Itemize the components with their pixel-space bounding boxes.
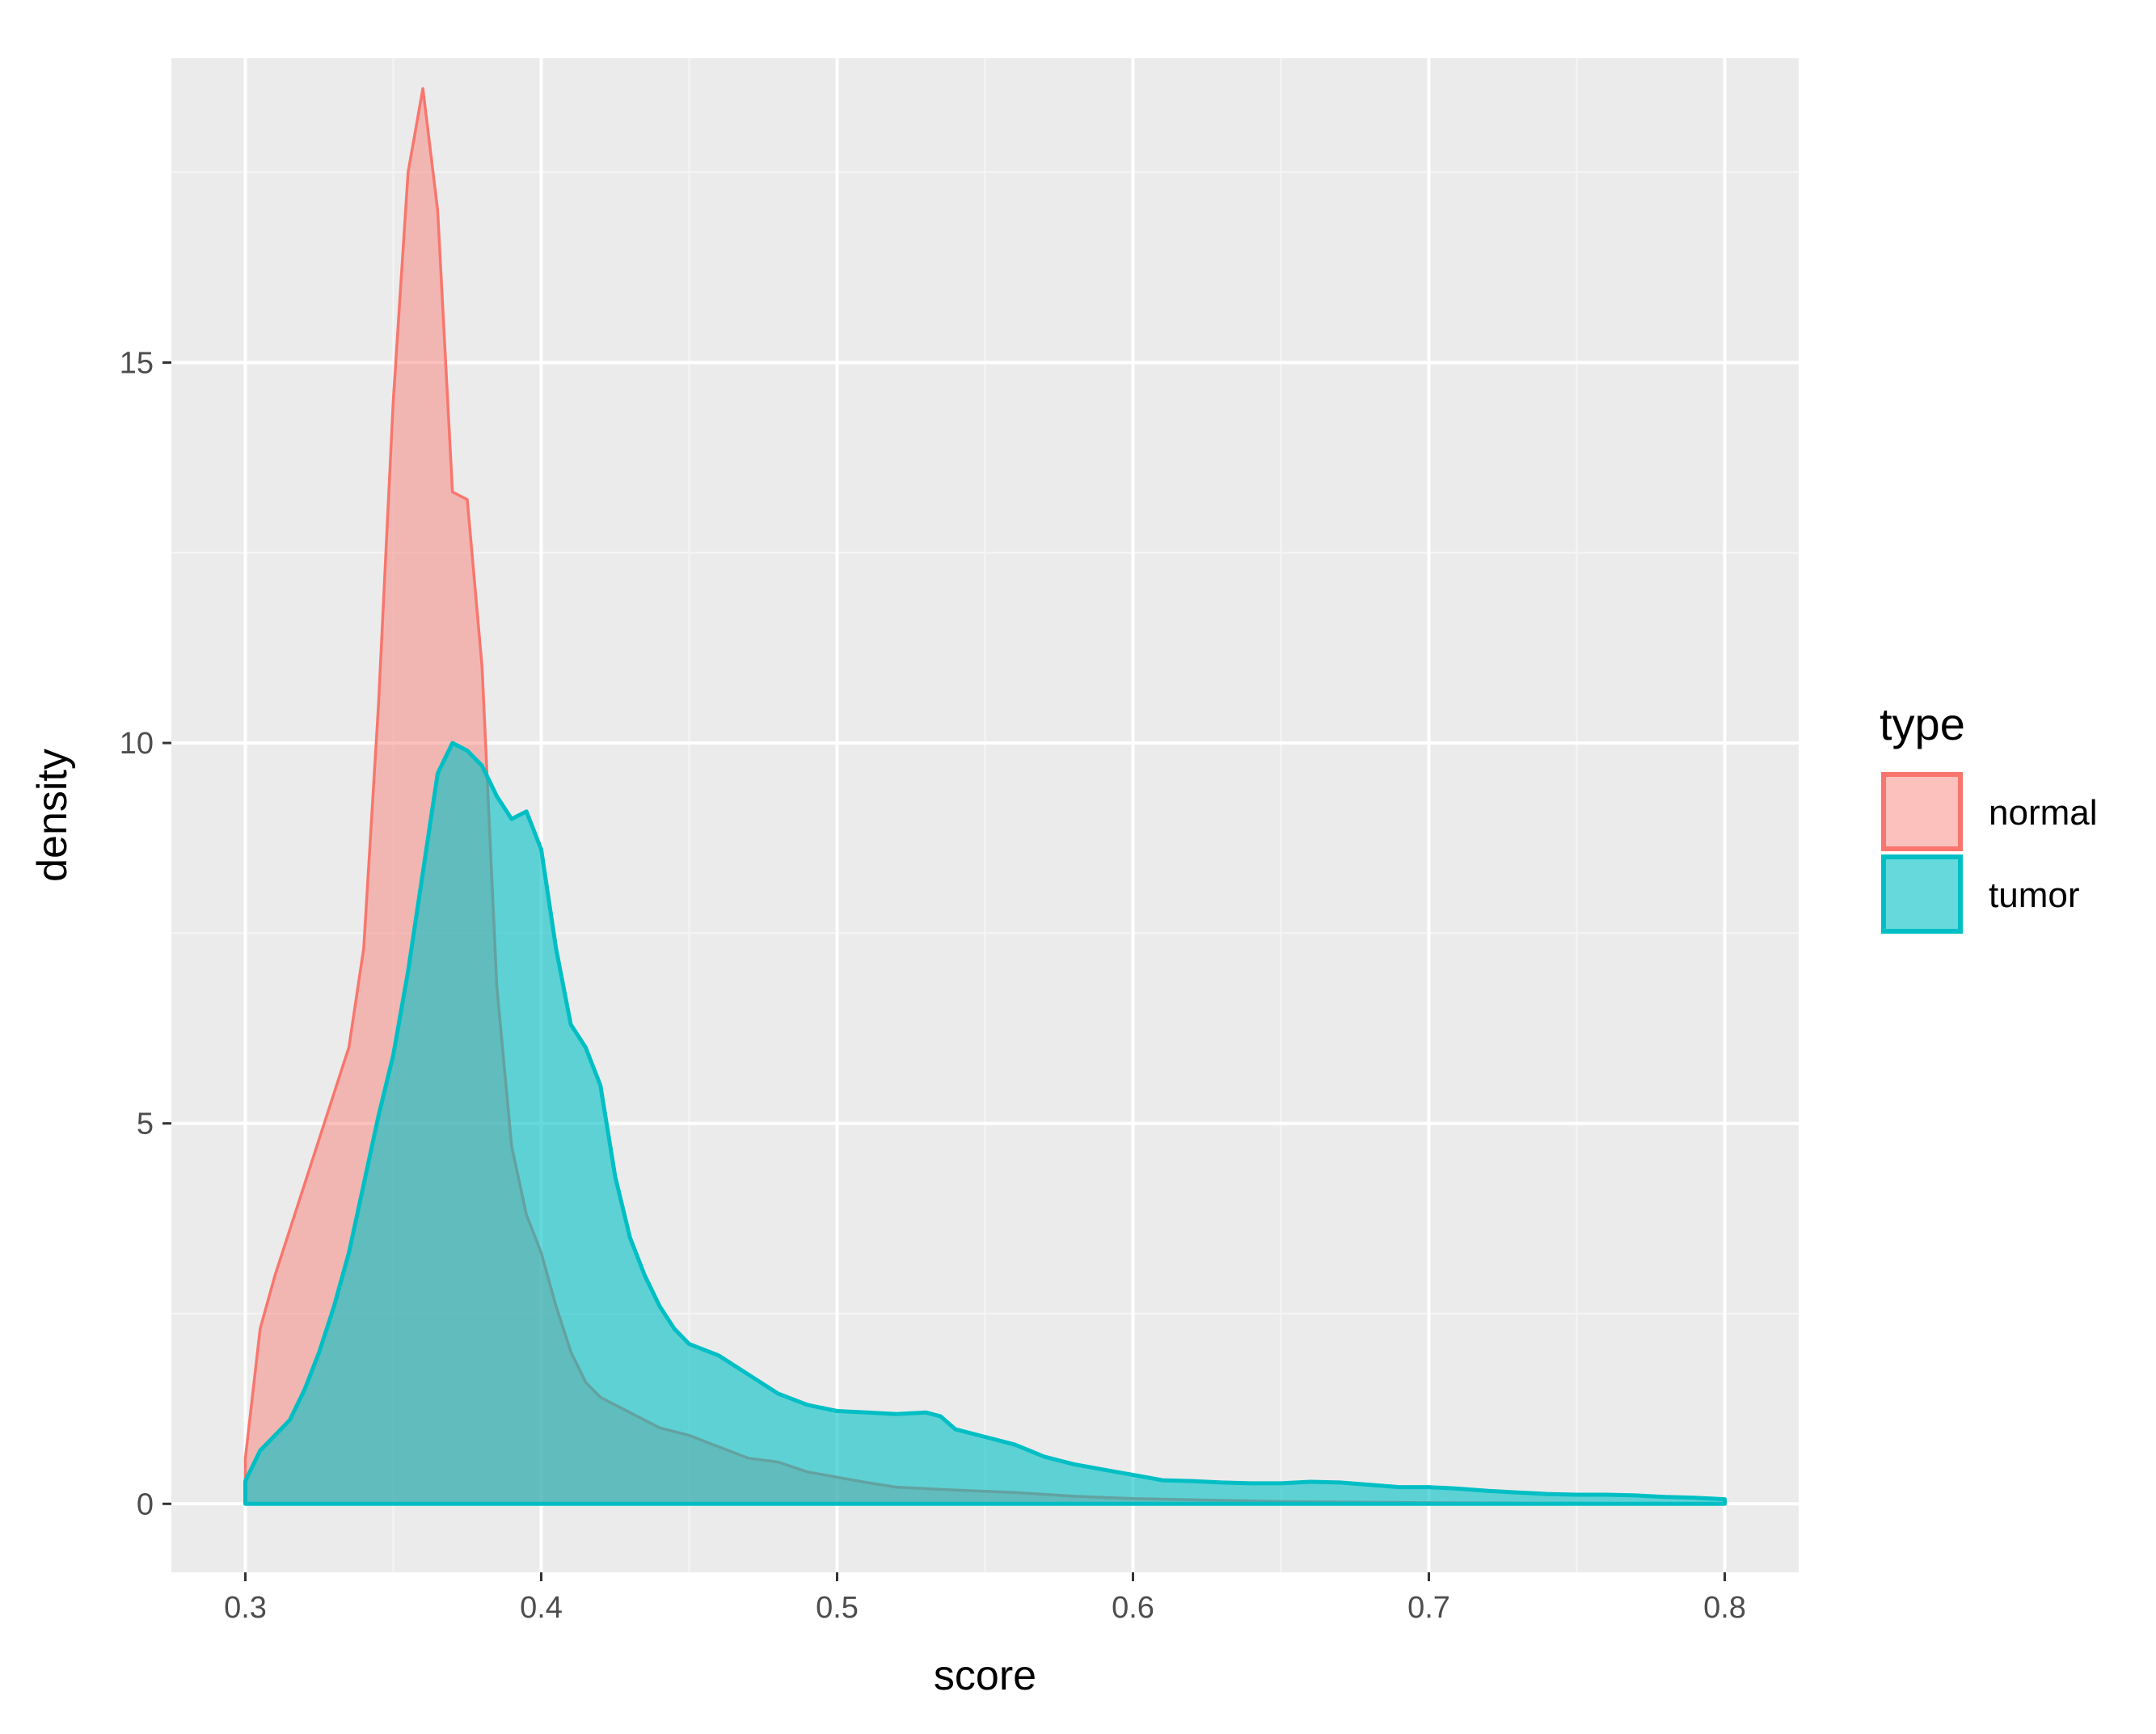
- y-tick-label: 5: [137, 1107, 154, 1141]
- legend-key-tumor: [1881, 854, 1963, 934]
- x-tick-label: 0.3: [224, 1591, 267, 1625]
- x-axis: 0.3 0.4 0.5 0.6 0.7 0.8: [224, 1572, 1746, 1625]
- legend: type normal tumor: [1880, 698, 2098, 934]
- x-tick-label: 0.4: [520, 1591, 563, 1625]
- y-tick-label: 0: [137, 1487, 154, 1521]
- x-tick-label: 0.7: [1407, 1591, 1450, 1625]
- legend-label-normal: normal: [1989, 793, 2098, 833]
- density-area-tumor: [243, 740, 1727, 1506]
- legend-label-tumor: tumor: [1989, 875, 2079, 915]
- y-axis-title: density: [29, 749, 76, 882]
- grid-minor: [171, 58, 1799, 1572]
- x-axis-title: score: [934, 1652, 1036, 1699]
- y-tick-label: 10: [120, 727, 154, 761]
- legend-key-normal: [1881, 772, 1963, 851]
- x-tick-label: 0.8: [1703, 1591, 1746, 1625]
- legend-title: type: [1880, 698, 1965, 749]
- density-areas: [243, 86, 1727, 1506]
- x-tick-label: 0.5: [816, 1591, 859, 1625]
- y-axis: 0 5 10 15: [120, 346, 171, 1521]
- y-tick-label: 15: [120, 346, 154, 380]
- x-tick-label: 0.6: [1112, 1591, 1154, 1625]
